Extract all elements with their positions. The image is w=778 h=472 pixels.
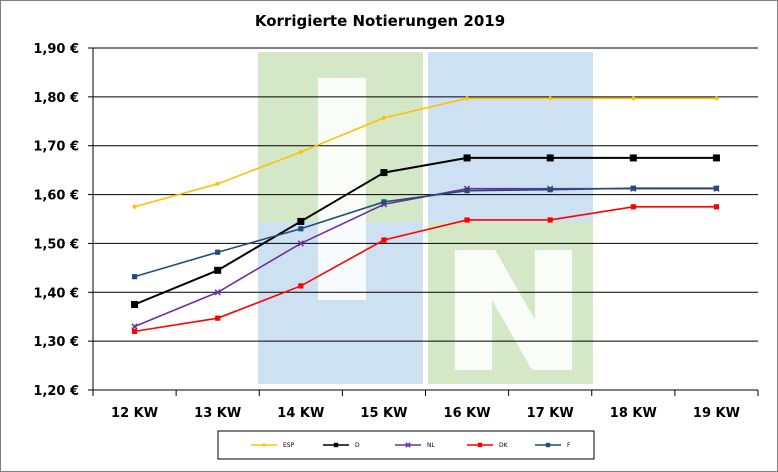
legend-label: ESP xyxy=(283,442,295,449)
x-axis-ticks: 12 KW 13 KW 14 KW 15 KW 16 KW 17 KW 18 KW 19 KW xyxy=(92,390,759,421)
series-line xyxy=(134,97,717,208)
y-tick-label: 1,70 € xyxy=(33,140,79,155)
data-point xyxy=(546,154,554,162)
series-group xyxy=(131,95,720,334)
series-line xyxy=(134,187,717,278)
data-point xyxy=(215,315,221,321)
data-point xyxy=(297,217,305,225)
data-point xyxy=(405,442,411,448)
data-point xyxy=(297,240,304,247)
data-point xyxy=(464,188,470,194)
data-point xyxy=(464,95,470,101)
data-point xyxy=(547,95,553,101)
data-point xyxy=(713,185,720,191)
y-axis-ticks: 1,20 € 1,30 € 1,40 € 1,50 € 1,60 € 1,70 € 1,80… xyxy=(33,42,93,399)
x-tick-label: 12 KW xyxy=(111,406,158,421)
data-point xyxy=(298,149,304,155)
watermark-letter-n xyxy=(455,250,572,370)
gridlines xyxy=(93,47,758,342)
legend-item-dk: DK xyxy=(467,442,509,449)
legend-item-nl: NL xyxy=(395,442,435,449)
data-point xyxy=(298,226,304,232)
legend-label: DK xyxy=(499,442,509,449)
data-point xyxy=(131,274,138,280)
data-point xyxy=(463,154,471,162)
y-tick-label: 1,90 € xyxy=(33,42,79,57)
data-point xyxy=(131,301,139,308)
data-point xyxy=(214,266,222,274)
x-tick-label: 18 KW xyxy=(610,406,657,421)
data-point xyxy=(131,328,138,334)
watermark-letter-i xyxy=(318,78,366,300)
data-point xyxy=(381,237,387,243)
series-esp xyxy=(131,95,720,210)
data-point xyxy=(477,442,483,448)
series-f xyxy=(131,185,720,280)
data-point xyxy=(545,442,551,448)
legend-item-esp: ESP xyxy=(251,442,295,449)
y-tick-label: 1,50 € xyxy=(33,237,79,252)
watermark-logo xyxy=(258,52,593,384)
legend-label: NL xyxy=(427,442,435,449)
data-point xyxy=(131,323,138,330)
series-line xyxy=(134,187,717,328)
data-point xyxy=(630,204,636,210)
legend: ESP D NL DK F xyxy=(217,430,595,460)
data-point xyxy=(630,185,636,191)
y-tick-label: 1,60 € xyxy=(33,189,79,204)
y-tick-label: 1,30 € xyxy=(33,335,79,350)
chart-title: Korrigierte Notierungen 2019 xyxy=(255,12,505,30)
data-point xyxy=(262,443,266,447)
data-point xyxy=(464,217,470,223)
data-point xyxy=(547,187,553,193)
data-point xyxy=(713,95,720,101)
y-tick-label: 1,20 € xyxy=(33,384,79,399)
data-point xyxy=(547,217,553,223)
series-line xyxy=(134,205,717,333)
x-tick-label: 15 KW xyxy=(360,406,407,421)
data-point xyxy=(215,181,221,187)
watermark-block-blue-top xyxy=(428,52,593,222)
data-point xyxy=(131,204,138,210)
legend-item-d: D xyxy=(323,442,360,449)
legend-label: D xyxy=(355,442,360,449)
data-point xyxy=(333,442,339,448)
series-line xyxy=(134,156,717,306)
data-point xyxy=(214,289,221,296)
data-point xyxy=(629,154,637,162)
data-point xyxy=(298,283,304,289)
series-dk xyxy=(131,204,720,334)
series-d xyxy=(131,154,720,308)
x-tick-label: 14 KW xyxy=(277,406,324,421)
data-point xyxy=(381,115,387,121)
x-tick-label: 13 KW xyxy=(194,406,241,421)
data-point xyxy=(381,199,387,205)
legend-label: F xyxy=(567,442,571,449)
data-point xyxy=(713,204,720,210)
x-tick-label: 16 KW xyxy=(444,406,491,421)
legend-item-f: F xyxy=(535,442,571,449)
y-tick-label: 1,40 € xyxy=(33,286,79,301)
x-tick-label: 19 KW xyxy=(693,406,740,421)
x-tick-label: 17 KW xyxy=(527,406,574,421)
data-point xyxy=(712,154,720,162)
data-point xyxy=(215,249,221,255)
axes xyxy=(92,48,758,391)
y-tick-label: 1,80 € xyxy=(33,91,79,106)
data-point xyxy=(380,169,388,177)
data-point xyxy=(630,95,636,101)
